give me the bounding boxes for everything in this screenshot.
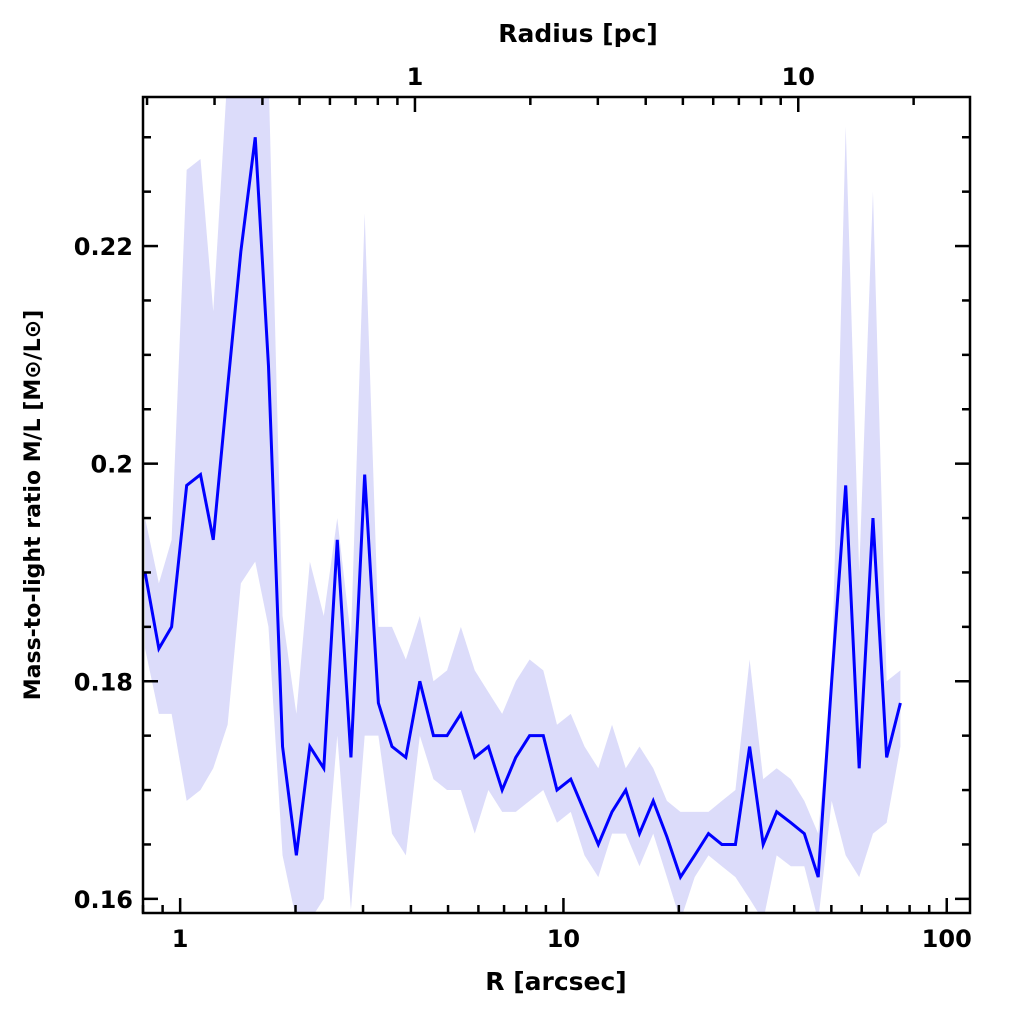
y-tick-label: 0.18 — [74, 668, 133, 696]
x-tick-label: 1 — [172, 925, 189, 953]
y-tick-label: 0.2 — [90, 451, 133, 479]
x-tick-label: 100 — [922, 925, 972, 953]
x-tick-label: 10 — [547, 925, 580, 953]
top-tick-label: 1 — [407, 63, 424, 91]
y-tick-label: 0.22 — [74, 233, 133, 261]
y-axis-label: Mass-to-light ratio M/L [M⊙/L⊙] — [21, 310, 46, 701]
top-axis-label: Radius [pc] — [498, 19, 658, 48]
uncertainty-band — [145, 97, 901, 913]
x-axis-label: R [arcsec] — [485, 967, 626, 996]
y-tick-label: 0.16 — [74, 886, 133, 914]
plot-frame — [141, 95, 972, 915]
top-tick-label: 10 — [782, 63, 815, 91]
ml-ratio-line — [143, 137, 902, 881]
